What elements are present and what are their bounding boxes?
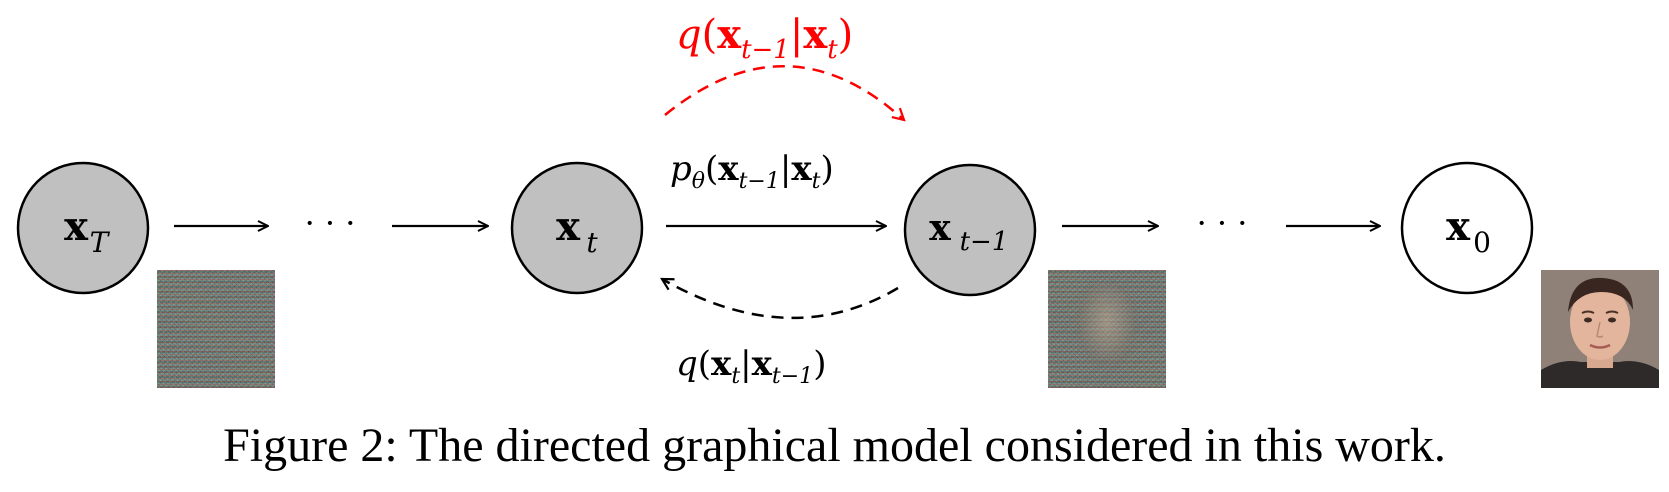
noisy-face-sample-image xyxy=(1048,270,1166,388)
node-x-t-minus-1: x t−1 xyxy=(903,163,1037,297)
node-x-t-base: x xyxy=(556,203,581,250)
label-q-forward: q(xt|xt−1) xyxy=(676,344,826,389)
red-dashed-curve-arrow xyxy=(664,65,904,120)
faint-face-shape xyxy=(1074,282,1140,370)
label-p-theta: pθ(xt−1|xt) xyxy=(670,149,834,194)
face-illustration xyxy=(1541,270,1659,388)
figure-caption-text: The directed graphical model considered … xyxy=(397,419,1446,472)
pure-noise-sample-image xyxy=(157,270,275,388)
node-x-T-base: x xyxy=(64,203,89,250)
node-x-t-minus-1-sub: t−1 xyxy=(960,227,1009,257)
ellipsis-right: · · · xyxy=(1197,204,1248,242)
black-dashed-curve-arrow xyxy=(662,279,899,320)
figure-caption: Figure 2: The directed graphical model c… xyxy=(0,418,1669,473)
node-x-0-base: x xyxy=(1446,203,1471,250)
node-x-0: x 0 xyxy=(1400,161,1534,295)
node-x-t-sub: t xyxy=(586,226,598,259)
node-x-T-sub: T xyxy=(90,226,111,259)
label-q-reverse-red: q(xt−1|xt) xyxy=(676,11,853,65)
node-x-t: x t xyxy=(510,161,644,295)
node-x-T: x T xyxy=(16,161,150,295)
ellipsis-left: · · · xyxy=(305,204,356,242)
clean-face-sample-image xyxy=(1541,270,1659,388)
figure-caption-prefix: Figure 2: xyxy=(223,419,398,472)
node-x-0-sub: 0 xyxy=(1473,226,1491,259)
node-x-t-minus-1-base: x xyxy=(929,207,951,249)
